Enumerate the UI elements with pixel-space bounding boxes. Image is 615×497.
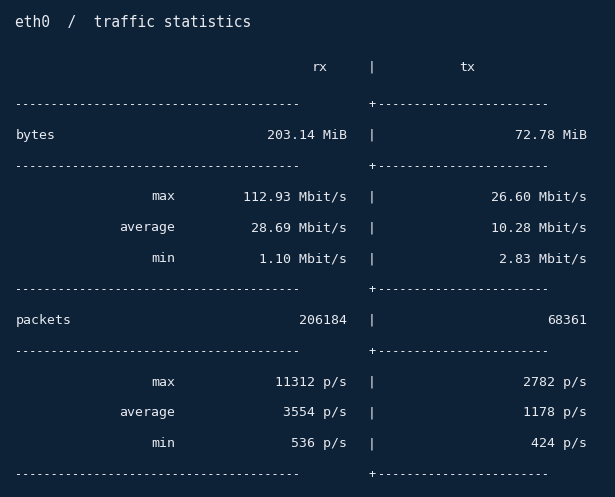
Text: |: | (368, 221, 376, 234)
Text: +: + (368, 345, 376, 358)
Text: max: max (151, 376, 175, 389)
Text: +: + (368, 98, 376, 111)
Text: 203.14 MiB: 203.14 MiB (268, 129, 347, 142)
Text: +: + (368, 160, 376, 172)
Text: ------------------------: ------------------------ (378, 98, 549, 111)
Text: rx: rx (312, 61, 328, 74)
Text: max: max (151, 190, 175, 203)
Text: ------------------------: ------------------------ (378, 160, 549, 172)
Text: |: | (368, 376, 376, 389)
Text: 26.60 Mbit/s: 26.60 Mbit/s (491, 190, 587, 203)
Text: 206184: 206184 (300, 314, 347, 327)
Text: |: | (368, 190, 376, 203)
Text: 1.10 Mbit/s: 1.10 Mbit/s (260, 252, 347, 265)
Text: 536 p/s: 536 p/s (292, 437, 347, 450)
Text: |: | (368, 252, 376, 265)
Text: ----------------------------------------: ---------------------------------------- (15, 345, 300, 358)
Text: ------------------------: ------------------------ (378, 283, 549, 296)
Text: average: average (119, 221, 175, 234)
Text: 28.69 Mbit/s: 28.69 Mbit/s (252, 221, 347, 234)
Text: ------------------------: ------------------------ (378, 345, 549, 358)
Text: 3554 p/s: 3554 p/s (284, 407, 347, 419)
Text: ----------------------------------------: ---------------------------------------- (15, 98, 300, 111)
Text: min: min (151, 252, 175, 265)
Text: 10.28 Mbit/s: 10.28 Mbit/s (491, 221, 587, 234)
Text: min: min (151, 437, 175, 450)
Text: ----------------------------------------: ---------------------------------------- (15, 283, 300, 296)
Text: average: average (119, 407, 175, 419)
Text: packets: packets (15, 314, 71, 327)
Text: |: | (368, 129, 376, 142)
Text: 1178 p/s: 1178 p/s (523, 407, 587, 419)
Text: bytes: bytes (15, 129, 55, 142)
Text: ------------------------: ------------------------ (378, 468, 549, 481)
Text: 2782 p/s: 2782 p/s (523, 376, 587, 389)
Text: 2.83 Mbit/s: 2.83 Mbit/s (499, 252, 587, 265)
Text: 72.78 MiB: 72.78 MiB (515, 129, 587, 142)
Text: ----------------------------------------: ---------------------------------------- (15, 468, 300, 481)
Text: |: | (368, 61, 376, 74)
Text: tx: tx (459, 61, 475, 74)
Text: 68361: 68361 (547, 314, 587, 327)
Text: 11312 p/s: 11312 p/s (276, 376, 347, 389)
Text: |: | (368, 437, 376, 450)
Text: +: + (368, 283, 376, 296)
Text: |: | (368, 407, 376, 419)
Text: ----------------------------------------: ---------------------------------------- (15, 160, 300, 172)
Text: |: | (368, 314, 376, 327)
Text: 424 p/s: 424 p/s (531, 437, 587, 450)
Text: eth0  /  traffic statistics: eth0 / traffic statistics (15, 15, 252, 30)
Text: +: + (368, 468, 376, 481)
Text: 112.93 Mbit/s: 112.93 Mbit/s (244, 190, 347, 203)
